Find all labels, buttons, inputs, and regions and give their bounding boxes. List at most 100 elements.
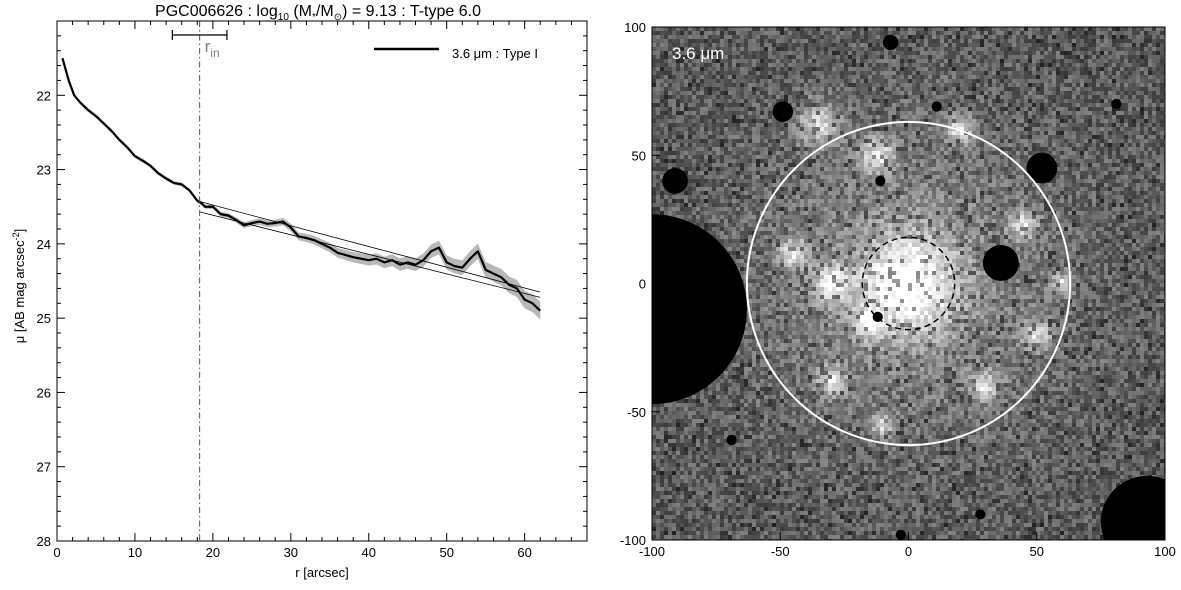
image-pixel — [812, 95, 816, 99]
image-pixel — [836, 91, 840, 95]
image-pixel — [1096, 43, 1100, 47]
image-pixel — [788, 27, 792, 31]
image-pixel — [916, 131, 920, 135]
image-pixel — [668, 27, 672, 31]
image-pixel — [1016, 63, 1020, 67]
image-pixel — [884, 103, 888, 107]
image-pixel — [1072, 63, 1076, 67]
image-pixel — [1008, 99, 1012, 103]
image-pixel — [932, 27, 936, 31]
image-pixel — [944, 59, 948, 63]
image-pixel — [800, 39, 804, 43]
image-pixel — [964, 143, 968, 147]
image-pixel — [1060, 115, 1064, 119]
image-pixel — [844, 163, 848, 167]
image-pixel — [1052, 47, 1056, 51]
image-pixel — [792, 155, 796, 159]
image-pixel — [760, 107, 764, 111]
image-pixel — [940, 143, 944, 147]
image-pixel — [1104, 47, 1108, 51]
image-pixel — [932, 39, 936, 43]
image-pixel — [896, 59, 900, 63]
image-pixel — [1144, 143, 1148, 147]
image-pixel — [736, 107, 740, 111]
image-pixel — [888, 71, 892, 75]
image-pixel — [876, 107, 880, 111]
image-pixel — [1068, 39, 1072, 43]
image-pixel — [752, 119, 756, 123]
image-pixel — [712, 67, 716, 71]
image-pixel — [792, 151, 796, 155]
image-pixel — [1024, 99, 1028, 103]
image-pixel — [1068, 43, 1072, 47]
image-pixel — [840, 155, 844, 159]
image-pixel — [924, 83, 928, 87]
image-pixel — [744, 175, 748, 179]
image-pixel — [696, 155, 700, 159]
image-pixel — [736, 127, 740, 131]
image-pixel — [1088, 71, 1092, 75]
image-pixel — [972, 35, 976, 39]
image-pixel — [876, 135, 880, 139]
image-pixel — [1140, 139, 1144, 143]
image-pixel — [740, 139, 744, 143]
image-pixel — [1088, 115, 1092, 119]
image-pixel — [916, 83, 920, 87]
image-pixel — [1076, 167, 1080, 171]
image-pixel — [844, 159, 848, 163]
image-pixel — [872, 99, 876, 103]
image-pixel — [748, 71, 752, 75]
image-pixel — [1128, 159, 1132, 163]
image-pixel — [940, 59, 944, 63]
image-pixel — [700, 143, 704, 147]
image-pixel — [1032, 31, 1036, 35]
image-pixel — [1104, 71, 1108, 75]
image-pixel — [972, 99, 976, 103]
image-pixel — [868, 135, 872, 139]
image-pixel — [880, 51, 884, 55]
image-pixel — [892, 27, 896, 31]
image-pixel — [676, 35, 680, 39]
image-pixel — [824, 151, 828, 155]
image-pixel — [840, 63, 844, 67]
image-pixel — [932, 155, 936, 159]
image-pixel — [828, 143, 832, 147]
image-pixel — [972, 83, 976, 87]
image-pixel — [984, 59, 988, 63]
image-pixel — [672, 147, 676, 151]
image-pixel — [972, 143, 976, 147]
image-pixel — [860, 107, 864, 111]
image-pixel — [916, 163, 920, 167]
image-pixel — [748, 87, 752, 91]
image-pixel — [1128, 55, 1132, 59]
image-pixel — [804, 163, 808, 167]
image-pixel — [912, 167, 916, 171]
image-pixel — [980, 39, 984, 43]
image-pixel — [752, 103, 756, 107]
image-pixel — [1148, 39, 1152, 43]
image-pixel — [760, 175, 764, 179]
image-pixel — [1152, 87, 1156, 91]
image-pixel — [1140, 103, 1144, 107]
image-pixel — [1024, 31, 1028, 35]
image-pixel — [992, 111, 996, 115]
image-pixel — [920, 115, 924, 119]
image-pixel — [872, 155, 876, 159]
image-pixel — [892, 147, 896, 151]
image-pixel — [876, 147, 880, 151]
image-pixel — [736, 83, 740, 87]
image-pixel — [900, 123, 904, 127]
image-pixel — [776, 71, 780, 75]
image-pixel — [976, 147, 980, 151]
image-pixel — [812, 123, 816, 127]
image-pixel — [720, 143, 724, 147]
image-pixel — [868, 27, 872, 31]
image-pixel — [868, 67, 872, 71]
image-pixel — [1128, 147, 1132, 151]
image-pixel — [984, 83, 988, 87]
image-pixel — [948, 103, 952, 107]
image-pixel — [1012, 143, 1016, 147]
image-pixel — [732, 63, 736, 67]
image-pixel — [1152, 75, 1156, 79]
image-pixel — [712, 127, 716, 131]
